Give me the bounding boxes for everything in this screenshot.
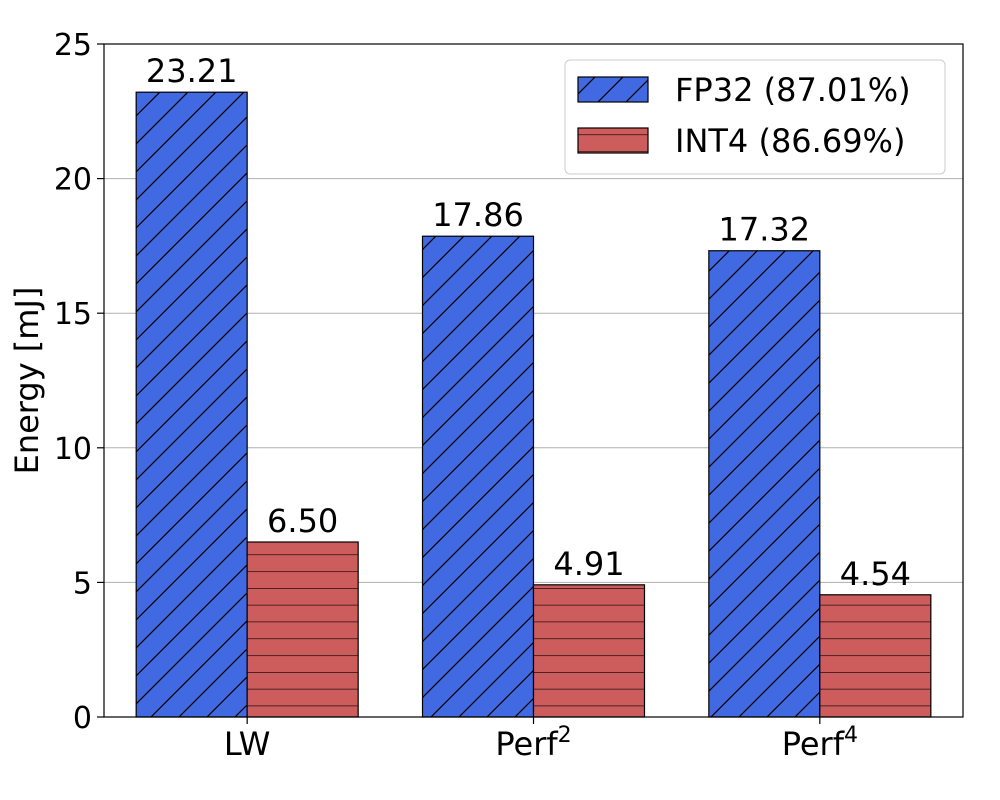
legend-swatch (577, 76, 649, 103)
legend-swatch (577, 127, 649, 154)
data-label: 6.50 (267, 502, 338, 540)
data-label: 23.21 (146, 52, 238, 90)
data-label: 17.86 (432, 196, 524, 234)
data-label: 4.54 (840, 555, 911, 593)
data-labels: 23.21 17.86 17.32 6.50 4.91 4.54 (146, 52, 911, 593)
legend: FP32 (87.01%) INT4 (86.69%) (564, 59, 946, 175)
x-tick-label: LW (224, 725, 271, 763)
y-axis-label: Energy [mJ] (8, 287, 46, 475)
bar-int4 (819, 594, 932, 718)
bar-int4 (532, 584, 646, 718)
y-tick-label: 25 (54, 28, 92, 63)
bar-int4 (246, 541, 359, 718)
bar-fp32 (421, 235, 535, 718)
x-tick-label: Perf2 (495, 723, 571, 763)
y-axis: 0 5 10 15 20 25 (54, 28, 104, 736)
legend-entry-label: FP32 (87.01%) (675, 71, 911, 109)
data-label: 4.91 (553, 545, 624, 583)
y-tick-label: 20 (54, 163, 92, 198)
y-tick-label: 0 (73, 701, 92, 736)
legend-entry-label: INT4 (86.69%) (675, 122, 905, 160)
bar-fp32 (708, 250, 821, 718)
x-axis: LW Perf2 Perf4 (224, 717, 858, 763)
y-tick-label: 5 (73, 566, 92, 601)
legend-box (564, 59, 946, 175)
y-tick-label: 10 (54, 432, 92, 467)
bars (135, 91, 932, 718)
bar-fp32 (135, 91, 248, 718)
data-label: 17.32 (719, 211, 811, 249)
x-tick-label: Perf4 (782, 723, 858, 763)
y-tick-label: 15 (54, 297, 92, 332)
